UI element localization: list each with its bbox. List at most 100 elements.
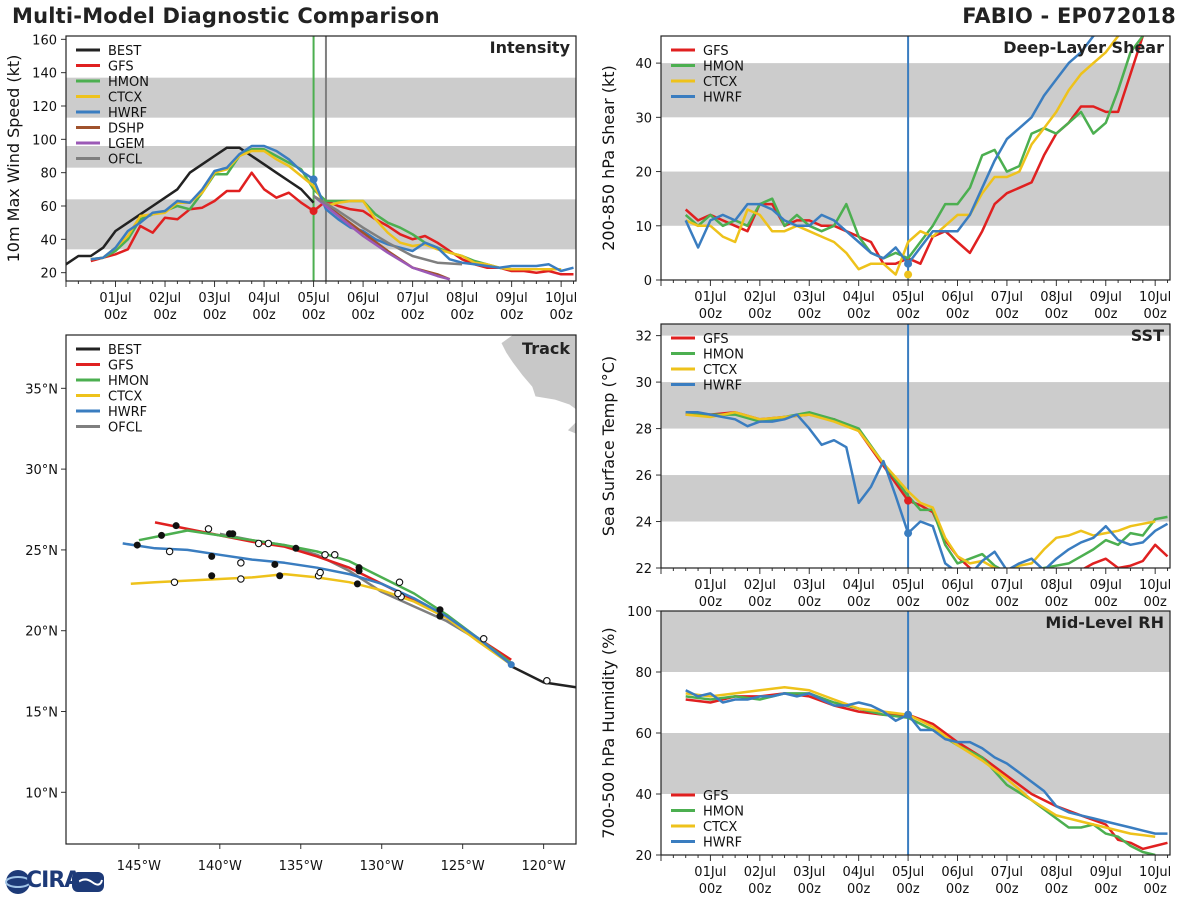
x-tick-label-10Jul: 10Jul: [1139, 290, 1171, 305]
series-HMON-shear: [684, 36, 1144, 260]
panel-title-sst: SST: [1131, 326, 1164, 345]
x-tick-label-hour: 00z: [995, 882, 1019, 897]
marker-CTCX: [904, 270, 913, 279]
series-BEST-intensity: [66, 146, 315, 266]
series-CTCX-shear: [685, 36, 1121, 276]
map-area: [122, 335, 576, 689]
axes-frame-track: [65, 334, 577, 845]
x-tick-label-06Jul: 06Jul: [941, 290, 973, 305]
lon-tick-label: 140°W: [198, 859, 242, 874]
y-tick-label: 60: [635, 727, 652, 742]
axes-frame-shear: [660, 35, 1171, 281]
x-tick-label-04Jul: 04Jul: [843, 578, 875, 593]
x-tick-label-hour: 00z: [153, 308, 177, 323]
lat-tick-label: 35°N: [25, 382, 58, 397]
legend-label-CTCX: CTCX: [703, 820, 737, 835]
x-tick-label-hour: 00z: [1143, 307, 1167, 322]
y-tick-label: 120: [32, 100, 57, 115]
series-DSHP-intensity: [312, 194, 451, 281]
figure-title: Multi-Model Diagnostic Comparison: [12, 4, 440, 28]
track-point-00z: [133, 541, 141, 549]
y-tick-label: 40: [635, 788, 652, 803]
panel-intensity: 01Jul 00z 02Jul 00z 03Jul 00z 04Jul 00z 05Jul 00z…: [4, 33, 577, 323]
series-LGEM-intensity: [312, 195, 451, 281]
x-tick-label-hour: 00z: [699, 882, 723, 897]
legend-label-HMON: HMON: [108, 75, 149, 90]
x-tick-label-hour: 00z: [896, 307, 920, 322]
series-HMON-sst: [685, 411, 1168, 568]
x-tick-label-04Jul: 04Jul: [843, 865, 875, 880]
band-intensity-0: [66, 199, 576, 250]
y-tick-label: 32: [635, 330, 652, 345]
x-tick-label-09Jul: 09Jul: [496, 291, 528, 306]
legend-label-OFCL: OFCL: [108, 153, 143, 168]
panel-track: 145°W 140°W 135°W 130°W 125°W 120°W 10°N 15°N 20…: [25, 334, 577, 874]
x-tick-label-hour: 00z: [946, 595, 970, 610]
land-coastline: [501, 335, 576, 410]
legend-label-CTCX: CTCX: [703, 75, 737, 90]
lon-tick-label: 135°W: [279, 859, 323, 874]
track-point-12z: [331, 551, 339, 559]
x-tick-label-hour: 00z: [549, 308, 573, 323]
y-tick-label: 24: [635, 516, 652, 531]
x-tick-label-08Jul: 08Jul: [1040, 865, 1072, 880]
y-tick-label: 20: [635, 166, 652, 181]
x-tick-label-hour: 00z: [946, 307, 970, 322]
x-tick-label-hour: 00z: [995, 307, 1019, 322]
plot-area-rh: [661, 611, 1170, 855]
track-point-12z: [237, 575, 245, 583]
x-tick-label-04Jul: 04Jul: [843, 290, 875, 305]
track-point-12z: [395, 578, 404, 586]
x-tick-label-hour: 00z: [1143, 595, 1167, 610]
y-tick-label: 100: [32, 133, 57, 148]
band-intensity-2: [66, 77, 576, 118]
band-intensity-1: [66, 146, 576, 168]
x-tick-label-06Jul: 06Jul: [941, 578, 973, 593]
x-tick-label-09Jul: 09Jul: [1090, 865, 1122, 880]
x-tick-label-hour: 00z: [748, 595, 772, 610]
lat-tick-label: 15°N: [25, 705, 58, 720]
track-HWRF: [122, 542, 512, 666]
cira-logo-mark: [5, 870, 104, 894]
y-tick-label: 100: [627, 605, 652, 620]
track-OFCL: [219, 532, 512, 665]
axes-frame-intensity: [65, 35, 577, 282]
x-tick-label-hour: 00z: [203, 308, 227, 323]
track-point-12z: [264, 539, 273, 548]
x-tick-label-07Jul: 07Jul: [991, 865, 1023, 880]
track-point-00z: [355, 564, 363, 572]
x-tick-label-03Jul: 03Jul: [793, 578, 825, 593]
track-point-00z: [436, 606, 444, 614]
lon-tick-label: 145°W: [117, 859, 161, 874]
track-BEST: [510, 665, 576, 689]
y-axis-label-sst: Sea Surface Temp (°C): [599, 356, 618, 536]
logo-text: CIRA: [26, 868, 81, 893]
series-HWRF-shear: [684, 36, 1096, 265]
lat-tick-label: 30°N: [25, 463, 58, 478]
panel-title-rh: Mid-Level RH: [1045, 613, 1164, 632]
x-tick-label-06Jul: 06Jul: [941, 865, 973, 880]
y-axis-label-intensity: 10m Max Wind Speed (kt): [4, 55, 23, 263]
x-tick-label-10Jul: 10Jul: [1139, 578, 1171, 593]
x-tick-label-05Jul: 05Jul: [892, 290, 924, 305]
x-tick-label-hour: 00z: [995, 595, 1019, 610]
y-tick-label: 30: [635, 111, 652, 126]
x-tick-label-04Jul: 04Jul: [248, 291, 280, 306]
x-tick-label-hour: 00z: [896, 882, 920, 897]
x-tick-label-08Jul: 08Jul: [1040, 578, 1072, 593]
series-HWRF-sst: [685, 411, 1169, 568]
axes-frame-sst: [660, 323, 1171, 569]
panel-title-track: Track: [522, 339, 570, 358]
axes-frame-rh: [660, 610, 1171, 856]
x-tick-label-01Jul: 01Jul: [99, 291, 131, 306]
legend-label-HMON: HMON: [703, 348, 744, 363]
plot-area-shear: [661, 36, 1170, 280]
series-HWRF-intensity: [90, 144, 574, 273]
legend-label-OFCL: OFCL: [108, 421, 143, 436]
x-tick-label-08Jul: 08Jul: [446, 291, 478, 306]
track-point-00z: [226, 530, 234, 538]
band-rh-1: [661, 611, 1170, 672]
legend-label-LGEM: LGEM: [108, 137, 145, 152]
legend-label-BEST: BEST: [108, 44, 141, 59]
